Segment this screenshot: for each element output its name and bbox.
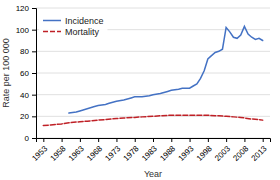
y-tick-mark: [32, 73, 36, 74]
grid-line: [36, 73, 270, 74]
legend: IncidenceMortality: [39, 11, 108, 41]
x-tick-label: 1998: [195, 144, 214, 163]
x-tick-label: 2003: [213, 144, 232, 163]
x-axis-line: [37, 139, 271, 143]
x-tick: 1963: [67, 138, 86, 163]
x-tick-mark: [80, 138, 81, 142]
x-tick: 1973: [103, 138, 122, 163]
y-tick-label: 100: [16, 26, 30, 35]
y-tick: 120: [16, 4, 36, 13]
x-tick-label: 1973: [103, 144, 122, 163]
y-tick: 60: [20, 69, 36, 78]
legend-swatch: [43, 20, 61, 22]
y-tick-label: 120: [16, 4, 30, 13]
x-tick: 1998: [195, 138, 214, 163]
chart: 1953195819631968197319781983198819931998…: [0, 0, 280, 180]
y-tick-mark: [32, 51, 36, 52]
x-tick-mark: [171, 138, 172, 142]
x-tick-label: 2008: [231, 144, 250, 163]
y-tick: 100: [16, 26, 36, 35]
x-tick-mark: [153, 138, 154, 142]
x-tick: 1978: [122, 138, 141, 163]
x-tick-mark: [62, 138, 63, 142]
grid-line: [36, 51, 270, 52]
y-axis-title: Rate per 100 000: [1, 38, 11, 108]
y-tick: 0: [25, 134, 36, 143]
plot: 1953195819631968197319781983198819931998…: [16, 4, 271, 163]
x-tick-label: 1978: [122, 144, 141, 163]
y-tick-mark: [32, 95, 36, 96]
x-tick-label: 1988: [158, 144, 177, 163]
x-tick-label: 1953: [30, 144, 49, 163]
y-tick: 40: [20, 91, 36, 100]
y-tick-mark: [32, 116, 36, 117]
x-tick: 2013: [250, 138, 269, 163]
x-tick: 1968: [85, 138, 104, 163]
legend-label: Incidence: [65, 16, 104, 26]
x-tick-mark: [98, 138, 99, 142]
legend-swatch: [43, 31, 61, 33]
y-tick-mark: [32, 8, 36, 9]
x-tick: 1983: [140, 138, 159, 163]
x-tick-label: 1993: [177, 144, 196, 163]
lines: [43, 26, 262, 125]
y-tick-label: 40: [20, 91, 29, 100]
y-axis-line: [32, 9, 37, 139]
y-tick-label: 20: [20, 112, 29, 121]
x-tick: 1953: [30, 138, 49, 163]
x-axis-title: Year: [144, 169, 162, 179]
x-tick: 2008: [231, 138, 250, 163]
x-tick-label: 1958: [49, 144, 68, 163]
y-axis: 0 20 40 60 80 100 120: [16, 4, 37, 143]
x-tick: 1958: [49, 138, 68, 163]
x-tick-mark: [244, 138, 245, 142]
x-axis: 1953195819631968197319781983198819931998…: [30, 138, 270, 163]
legend-label: Mortality: [65, 27, 100, 37]
y-tick: 80: [20, 47, 36, 56]
series-line: [43, 115, 262, 125]
x-tick-mark: [116, 138, 117, 142]
x-tick-label: 1983: [140, 144, 159, 163]
grid-line: [36, 8, 270, 9]
x-tick-mark: [190, 138, 191, 142]
y-tick-label: 80: [20, 47, 29, 56]
legend-background: [39, 11, 108, 41]
y-tick-label: 0: [25, 134, 30, 143]
x-tick-mark: [226, 138, 227, 142]
y-tick: 20: [20, 112, 36, 121]
x-tick-label: 1963: [67, 144, 86, 163]
x-tick-mark: [43, 138, 44, 142]
y-tick-label: 60: [20, 69, 29, 78]
grid: [36, 8, 270, 138]
x-tick: 2003: [213, 138, 232, 163]
x-tick-mark: [208, 138, 209, 142]
x-tick: 1993: [177, 138, 196, 163]
y-tick-mark: [32, 138, 36, 139]
x-tick-mark: [135, 138, 136, 142]
y-tick-mark: [32, 30, 36, 31]
x-tick-mark: [263, 138, 264, 142]
x-tick: 1988: [158, 138, 177, 163]
x-tick-label: 2013: [250, 144, 269, 163]
x-tick-label: 1968: [85, 144, 104, 163]
